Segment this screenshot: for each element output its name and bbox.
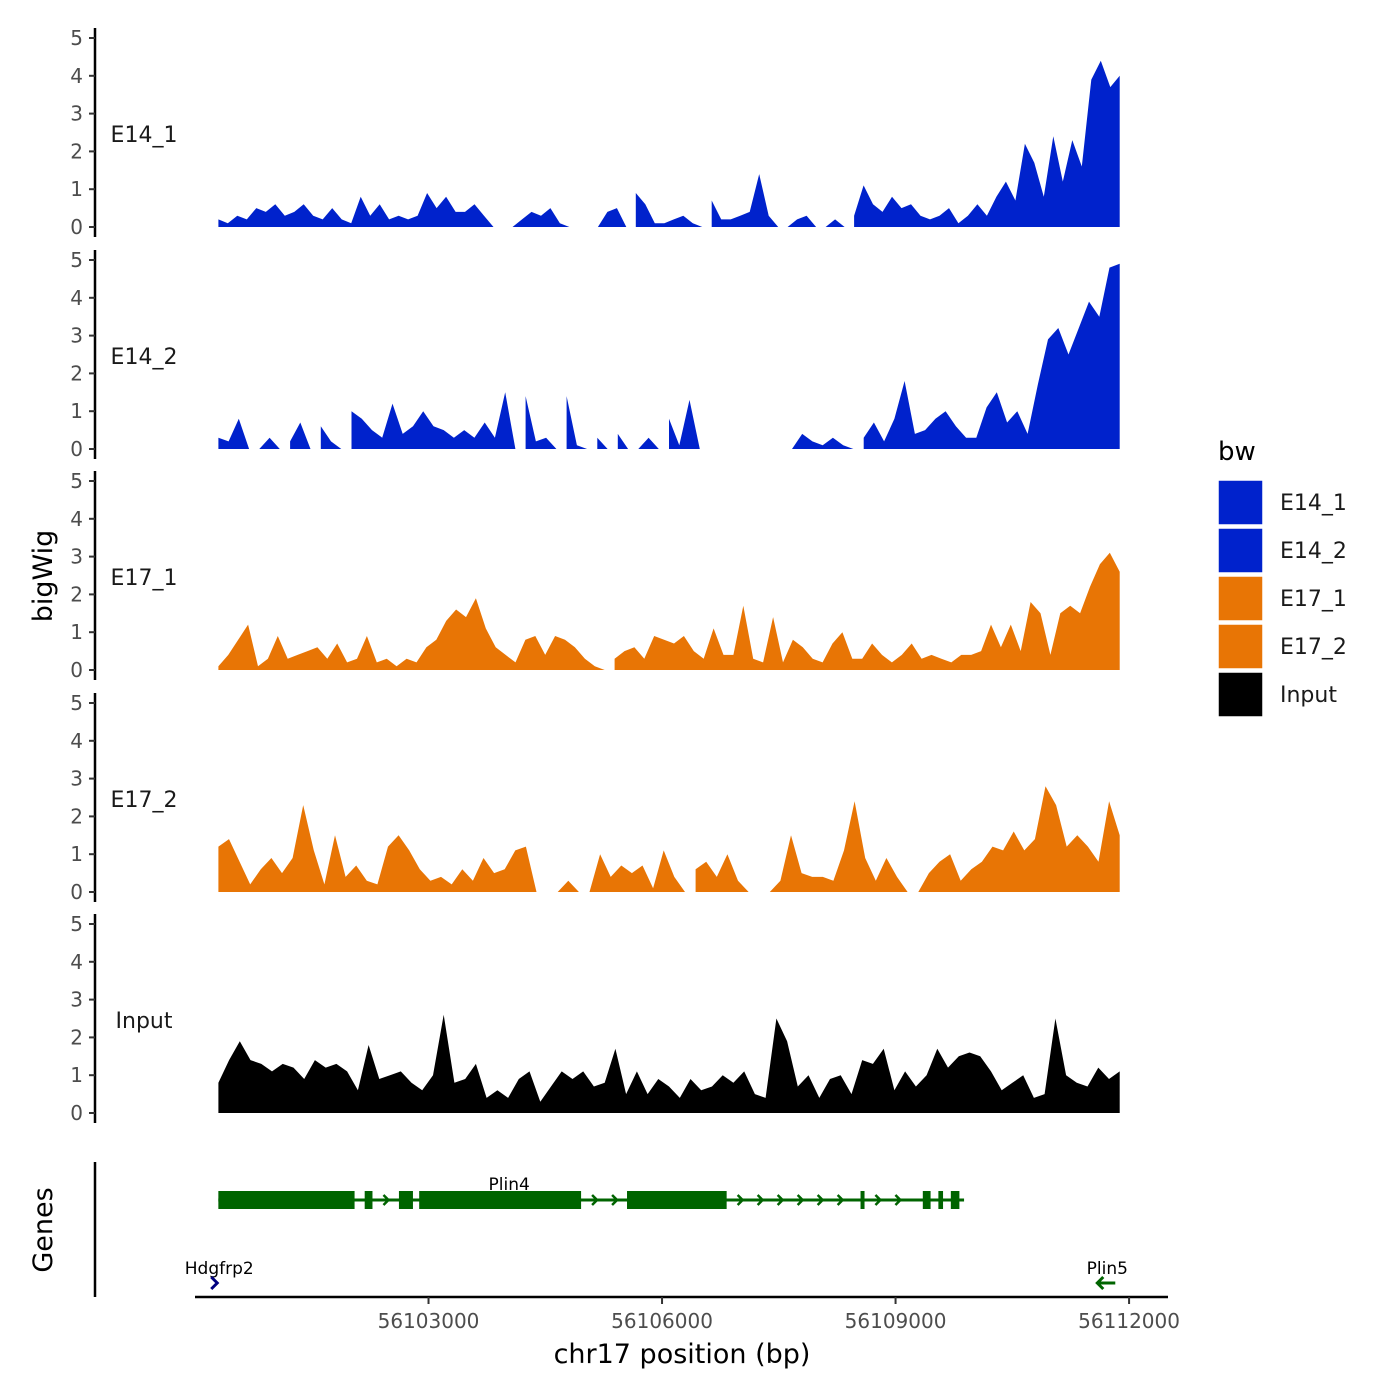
x-tick-label: 56109000 bbox=[845, 1309, 947, 1333]
strand-arrow bbox=[382, 1194, 391, 1206]
legend-swatch-e17_2 bbox=[1217, 623, 1264, 670]
strand-arrow bbox=[836, 1194, 845, 1206]
y-tick-label: 3 bbox=[70, 545, 83, 569]
strand-arrow bbox=[796, 1194, 805, 1206]
y-tick-label: 5 bbox=[70, 469, 83, 493]
genes-axis-title: Genes bbox=[28, 1187, 59, 1272]
y-tick-label: 5 bbox=[70, 912, 83, 936]
gene-label: Plin4 bbox=[489, 1175, 530, 1195]
strand-arrow bbox=[816, 1194, 825, 1206]
gene-track: Plin4 Hdgfrp2 Plin5 bbox=[93, 1162, 1128, 1297]
panel-label: Input bbox=[116, 1009, 173, 1034]
track-area-input bbox=[218, 1014, 1120, 1113]
gene-exon bbox=[938, 1191, 944, 1209]
y-tick-label: 1 bbox=[70, 399, 83, 423]
strand-arrow bbox=[210, 1275, 220, 1291]
y-tick-label: 0 bbox=[70, 215, 83, 239]
legend-label: E14_2 bbox=[1280, 539, 1347, 564]
panel-input: 0 1 2 3 4 5 Input bbox=[70, 912, 1120, 1125]
legend-title: bw bbox=[1218, 437, 1256, 467]
y-tick-label: 1 bbox=[70, 177, 83, 201]
strand-arrow bbox=[874, 1194, 883, 1206]
strand-arrow bbox=[611, 1194, 619, 1206]
legend-label: E14_1 bbox=[1280, 491, 1347, 516]
gene-exon bbox=[860, 1191, 865, 1209]
y-tick-label: 1 bbox=[70, 842, 83, 866]
bigwig-panels: 0 1 2 3 4 5 E14_1 0 1 2 3 4 5 E14_2 0 1 2 3 4 5 E17_1 0 1 2 3 4 5 E… bbox=[70, 26, 1120, 1125]
y-tick-label: 4 bbox=[70, 507, 83, 531]
legend-label: E17_2 bbox=[1280, 635, 1347, 660]
panel-e17_1: 0 1 2 3 4 5 E17_1 bbox=[70, 469, 1120, 682]
gene-label: Hdgfrp2 bbox=[185, 1259, 254, 1279]
gene-hdgfrp2: Hdgfrp2 bbox=[185, 1259, 254, 1291]
legend-swatch-e14_2 bbox=[1217, 527, 1264, 574]
y-tick-label: 1 bbox=[70, 620, 83, 644]
y-axis-title: bigWig bbox=[28, 530, 59, 623]
y-tick-label: 4 bbox=[70, 64, 83, 88]
gene-plin5: Plin5 bbox=[1087, 1259, 1128, 1291]
gene-exon bbox=[922, 1191, 931, 1209]
gene-exon bbox=[950, 1191, 960, 1209]
gene-exon bbox=[218, 1191, 355, 1209]
legend-label: E17_1 bbox=[1280, 587, 1347, 612]
y-tick-label: 2 bbox=[70, 1025, 83, 1049]
track-area-e17_2 bbox=[218, 786, 1120, 892]
x-tick-label: 56103000 bbox=[378, 1309, 480, 1333]
y-tick-label: 2 bbox=[70, 139, 83, 163]
x-tick-label: 56106000 bbox=[611, 1309, 713, 1333]
strand-arrow bbox=[591, 1194, 599, 1206]
y-tick-label: 4 bbox=[70, 729, 83, 753]
gene-label: Plin5 bbox=[1087, 1259, 1128, 1279]
gene-exon bbox=[419, 1191, 582, 1209]
y-tick-label: 0 bbox=[70, 437, 83, 461]
legend-swatch-e14_1 bbox=[1217, 479, 1264, 526]
y-tick-label: 3 bbox=[70, 102, 83, 126]
y-tick-label: 0 bbox=[70, 658, 83, 682]
y-tick-label: 5 bbox=[70, 26, 83, 50]
gene-exon bbox=[627, 1191, 727, 1209]
gene-exon bbox=[398, 1191, 413, 1209]
y-tick-label: 1 bbox=[70, 1063, 83, 1087]
panel-label: E17_1 bbox=[111, 566, 178, 591]
track-area-e14_2 bbox=[218, 263, 1120, 449]
y-tick-label: 2 bbox=[70, 804, 83, 828]
y-tick-label: 5 bbox=[70, 691, 83, 715]
panel-label: E14_2 bbox=[111, 345, 178, 370]
strand-arrow-head bbox=[1095, 1275, 1105, 1291]
y-tick-label: 5 bbox=[70, 248, 83, 272]
strand-arrow bbox=[776, 1194, 785, 1206]
strand-arrow bbox=[756, 1194, 765, 1206]
y-tick-label: 3 bbox=[70, 324, 83, 348]
legend-swatch-input bbox=[1217, 671, 1264, 718]
panel-e14_2: 0 1 2 3 4 5 E14_2 bbox=[70, 248, 1120, 461]
legend-label: Input bbox=[1280, 683, 1337, 708]
strand-arrow bbox=[894, 1194, 903, 1206]
y-tick-label: 2 bbox=[70, 361, 83, 385]
panel-label: E17_2 bbox=[111, 788, 178, 813]
panel-e17_2: 0 1 2 3 4 5 E17_2 bbox=[70, 691, 1120, 904]
y-tick-label: 3 bbox=[70, 988, 83, 1012]
y-tick-label: 0 bbox=[70, 1101, 83, 1125]
x-axis: 56103000 56106000 56109000 56112000 bbox=[195, 1295, 1180, 1333]
gene-plin4: Plin4 bbox=[218, 1175, 965, 1209]
y-tick-label: 2 bbox=[70, 582, 83, 606]
track-area-e14_1 bbox=[218, 60, 1120, 228]
y-tick-label: 4 bbox=[70, 950, 83, 974]
track-area-e17_1 bbox=[218, 552, 1120, 670]
y-tick-label: 4 bbox=[70, 286, 83, 310]
gene-exon bbox=[364, 1191, 373, 1209]
x-axis-title: chr17 position (bp) bbox=[554, 1339, 811, 1370]
x-tick-label: 56112000 bbox=[1078, 1309, 1180, 1333]
y-tick-label: 3 bbox=[70, 767, 83, 791]
y-tick-label: 0 bbox=[70, 880, 83, 904]
legend-swatch-e17_1 bbox=[1217, 575, 1264, 622]
panel-e14_1: 0 1 2 3 4 5 E14_1 bbox=[70, 26, 1120, 239]
legend: bw E14_1 E14_2 E17_1 E17_2 Input bbox=[1217, 437, 1347, 718]
strand-arrow bbox=[736, 1194, 745, 1206]
panel-label: E14_1 bbox=[111, 123, 178, 148]
